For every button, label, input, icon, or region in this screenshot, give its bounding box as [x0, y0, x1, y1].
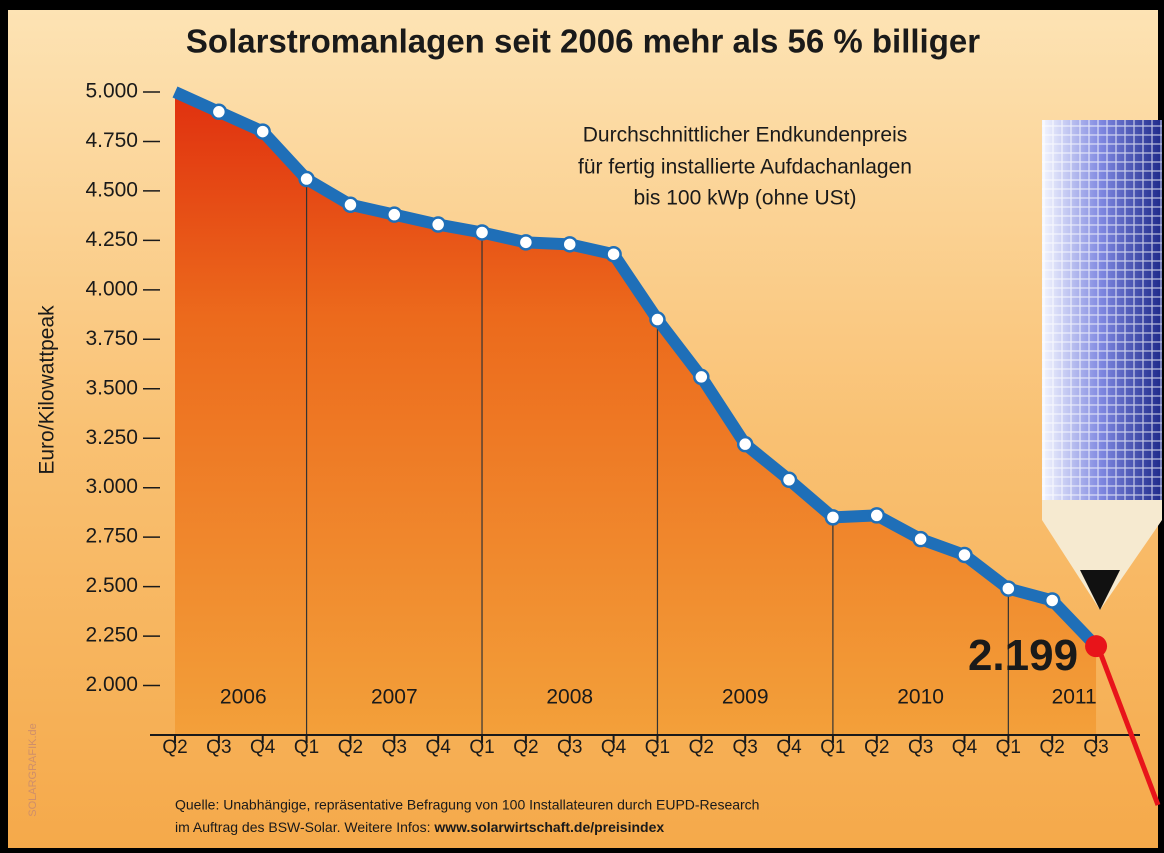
point	[475, 225, 489, 239]
point	[343, 198, 357, 212]
y-tick-label: 4.750	[85, 129, 138, 152]
point	[212, 105, 226, 119]
year-label: 2008	[546, 686, 593, 709]
x-tick-label: Q1	[820, 737, 845, 758]
subtitle: für fertig installierte Aufdachanlagen	[578, 156, 912, 179]
year-label: 2010	[897, 686, 944, 709]
point	[782, 473, 796, 487]
source: im Auftrag des BSW-Solar. Weitere Infos:	[175, 819, 434, 835]
point	[431, 218, 445, 232]
y-tick-label: 3.000	[85, 475, 138, 498]
x-tick-label: Q3	[733, 737, 758, 758]
point	[957, 548, 971, 562]
point	[387, 208, 401, 222]
x-tick-label: Q1	[469, 737, 494, 758]
y-tick-label: 2.000	[85, 673, 138, 696]
year-label: 2006	[220, 686, 267, 709]
year-label: 2007	[371, 686, 418, 709]
subtitle: bis 100 kWp (ohne USt)	[634, 187, 857, 210]
highlight-dot	[1085, 635, 1107, 657]
x-tick-label: Q4	[952, 737, 978, 758]
x-tick-label: Q2	[338, 737, 363, 758]
x-tick-label: Q1	[996, 737, 1021, 758]
x-tick-label: Q4	[776, 737, 802, 758]
point	[738, 437, 752, 451]
y-tick-label: 2.500	[85, 574, 138, 597]
y-tick-label: 2.250	[85, 624, 138, 647]
x-tick-label: Q3	[908, 737, 933, 758]
point	[1045, 593, 1059, 607]
point	[870, 508, 884, 522]
source: Quelle: Unabhängige, repräsentative Befr…	[175, 797, 759, 813]
point	[607, 247, 621, 261]
x-tick-label: Q4	[425, 737, 451, 758]
point	[1001, 582, 1015, 596]
year-label: 2009	[722, 686, 769, 709]
y-tick-label: 4.500	[85, 178, 138, 201]
y-tick-label: 4.250	[85, 228, 138, 251]
point	[300, 172, 314, 186]
year-label: 2011	[1052, 686, 1097, 709]
x-tick-label: Q3	[1083, 737, 1108, 758]
subtitle: Durchschnittlicher Endkundenpreis	[583, 124, 908, 147]
point	[519, 235, 533, 249]
x-tick-label: Q2	[689, 737, 714, 758]
point	[826, 510, 840, 524]
chart-title: Solarstromanlagen seit 2006 mehr als 56 …	[186, 23, 980, 60]
x-tick-label: Q3	[382, 737, 407, 758]
y-axis-label: Euro/Kilowattpeak	[36, 305, 59, 475]
source: im Auftrag des BSW-Solar. Weitere Infos:…	[175, 819, 664, 835]
point	[650, 313, 664, 327]
x-tick-label: Q4	[250, 737, 276, 758]
y-tick-label: 3.750	[85, 327, 138, 350]
credit: SOLARGRAFIK.de	[27, 723, 39, 817]
point	[563, 237, 577, 251]
x-tick-label: Q2	[513, 737, 538, 758]
x-tick-label: Q2	[1040, 737, 1065, 758]
x-tick-label: Q2	[162, 737, 187, 758]
pencil-illustration	[1042, 120, 1162, 610]
y-tick-label: 2.750	[85, 525, 138, 548]
y-tick-label: 4.000	[85, 277, 138, 300]
point	[694, 370, 708, 384]
point	[914, 532, 928, 546]
point	[256, 125, 270, 139]
x-tick-label: Q3	[557, 737, 582, 758]
value-label: 2.199	[968, 631, 1078, 680]
y-tick-label: 5.000	[85, 80, 138, 103]
x-tick-label: Q1	[294, 737, 319, 758]
x-tick-label: Q1	[645, 737, 670, 758]
x-tick-label: Q2	[864, 737, 889, 758]
x-tick-label: Q3	[206, 737, 231, 758]
x-tick-label: Q4	[601, 737, 627, 758]
chart: Solarstromanlagen seit 2006 mehr als 56 …	[0, 0, 1164, 853]
source-link: www.solarwirtschaft.de/preisindex	[433, 819, 664, 835]
y-tick-label: 3.250	[85, 426, 138, 449]
y-tick-label: 3.500	[85, 376, 138, 399]
